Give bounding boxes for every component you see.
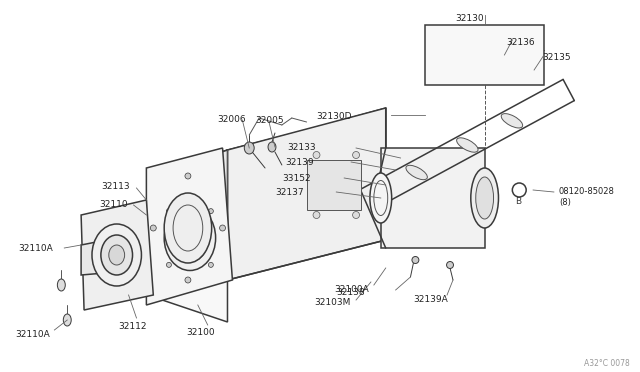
Text: 32133: 32133 [287,143,316,152]
Text: 32130D: 32130D [317,112,352,121]
Ellipse shape [447,262,454,269]
Ellipse shape [209,262,213,267]
Ellipse shape [353,212,360,218]
Ellipse shape [501,113,523,128]
Ellipse shape [268,142,276,152]
Ellipse shape [244,142,254,154]
Ellipse shape [471,168,499,228]
Ellipse shape [313,151,320,158]
Ellipse shape [476,177,493,219]
Ellipse shape [109,245,125,265]
Ellipse shape [92,224,141,286]
Text: 32113: 32113 [101,182,129,191]
Ellipse shape [412,257,419,263]
Text: 32110: 32110 [99,200,127,209]
Text: B: B [515,197,522,206]
Text: 32100: 32100 [186,328,214,337]
Polygon shape [156,150,227,298]
Ellipse shape [164,205,216,270]
Polygon shape [156,150,227,322]
Text: A32°C 0078: A32°C 0078 [584,359,629,368]
Text: 32103M: 32103M [314,298,351,307]
Polygon shape [147,148,232,305]
Ellipse shape [63,314,71,326]
Text: 32112: 32112 [118,322,147,331]
Bar [307,160,361,210]
Text: 32006: 32006 [218,115,246,124]
Ellipse shape [406,165,428,180]
Ellipse shape [101,235,132,275]
Ellipse shape [150,225,156,231]
Text: 32100A: 32100A [334,285,369,294]
Ellipse shape [166,209,172,214]
Ellipse shape [185,173,191,179]
Polygon shape [81,200,154,310]
Ellipse shape [166,262,172,267]
Ellipse shape [456,138,478,152]
Text: (8): (8) [559,198,571,207]
Text: 32136: 32136 [506,38,535,47]
Text: 32139: 32139 [285,158,314,167]
Text: 32005: 32005 [255,116,284,125]
Text: 32137: 32137 [275,188,303,197]
Ellipse shape [513,183,526,197]
Text: 32110A: 32110A [18,244,52,253]
Text: 32139A: 32139A [413,295,448,304]
Ellipse shape [220,225,225,231]
Text: 33152: 33152 [282,174,310,183]
Ellipse shape [164,193,212,263]
Ellipse shape [353,151,360,158]
Ellipse shape [209,209,213,214]
Text: 08120-85028: 08120-85028 [559,187,614,196]
Polygon shape [81,238,116,275]
Polygon shape [381,148,484,248]
Ellipse shape [185,277,191,283]
Text: 32130: 32130 [455,14,484,23]
Polygon shape [227,108,386,280]
Ellipse shape [370,173,392,223]
Bar [426,25,544,85]
Ellipse shape [313,212,320,218]
Text: 32135: 32135 [542,53,571,62]
Text: 32138: 32138 [336,288,365,297]
Ellipse shape [58,279,65,291]
Text: 32110A: 32110A [15,330,49,339]
